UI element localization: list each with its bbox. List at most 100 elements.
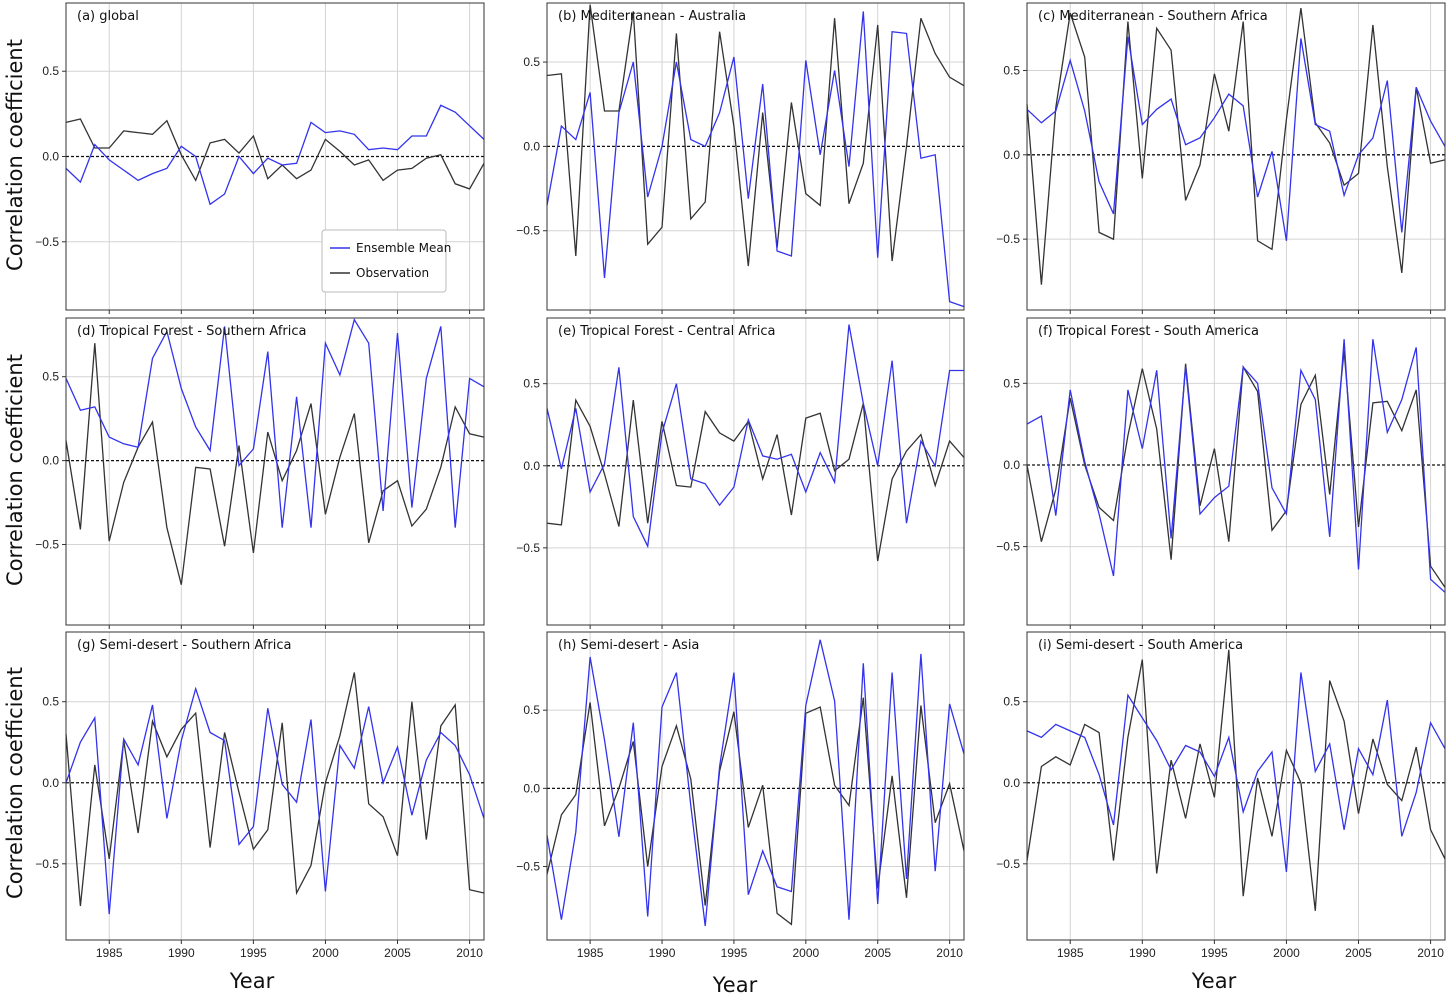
x-axis-label-col-2: Year [712, 973, 758, 997]
panel-8: 1985 1990 1995 2000 2005 2010 0.5 0.0 −0.5 (h) Se… [516, 631, 965, 960]
series-line-ensemble-mean [546, 639, 965, 926]
series-line-ensemble-mean [65, 686, 485, 915]
panel-9: 1985 1990 1995 2000 2005 2010 0.5 0.0 −0.5 (i) Se… [996, 631, 1446, 960]
y-tick-label: −0.5 [516, 860, 540, 874]
panel-title: (i) Semi-desert - South America [1038, 638, 1243, 653]
y-tick-label: −0.5 [35, 537, 59, 551]
plot-area [547, 318, 964, 625]
panel-title: (h) Semi-desert - Asia [558, 638, 699, 653]
series-line-observation [1026, 8, 1446, 285]
y-tick-label: 0.0 [523, 781, 540, 795]
y-tick-label: 0.0 [523, 139, 540, 153]
series-line-observation [546, 697, 965, 926]
y-tick-label: 0.5 [523, 55, 540, 69]
series-line-observation [546, 4, 965, 267]
x-tick-label: 1995 [240, 946, 267, 960]
y-tick-label: 0.5 [523, 377, 540, 391]
series-line-ensemble-mean [65, 104, 485, 206]
y-tick-label: 0.0 [42, 776, 59, 790]
plot-frame [546, 317, 965, 626]
y-tick-label: 0.0 [42, 150, 59, 164]
series-line-ensemble-mean [1026, 672, 1446, 872]
x-tick-label: 2000 [312, 946, 339, 960]
y-tick-label: 0.0 [1003, 776, 1020, 790]
y-tick-label: 0.5 [42, 695, 59, 709]
y-axis-label-row-1: Correlation coefficient [3, 39, 27, 271]
y-tick-label: 0.0 [1003, 148, 1020, 162]
plot-area [547, 3, 964, 310]
plot-frame [1026, 631, 1446, 941]
x-tick-label: 1990 [649, 946, 676, 960]
x-tick-label: 1995 [721, 946, 748, 960]
panel-title: (c) Mediterranean - Southern Africa [1038, 9, 1268, 24]
plot-area [547, 632, 964, 940]
y-tick-label: 0.0 [523, 459, 540, 473]
series-line-observation [546, 397, 965, 562]
panel-title: (f) Tropical Forest - South America [1038, 324, 1259, 339]
y-tick-label: −0.5 [516, 541, 540, 555]
legend-label-observation: Observation [356, 266, 429, 280]
plot-frame [65, 2, 485, 311]
y-axis-label-row-2: Correlation coefficient [3, 354, 27, 586]
y-tick-label: 0.5 [42, 64, 59, 78]
x-tick-label: 1995 [1201, 946, 1228, 960]
plot-frame [546, 631, 965, 941]
panel-title: (b) Mediterranean - Australia [558, 9, 746, 24]
y-tick-label: −0.5 [35, 235, 59, 249]
x-tick-label: 2000 [792, 946, 819, 960]
legend: Ensemble Mean Observation [321, 229, 451, 293]
panel-title: (d) Tropical Forest - Southern Africa [77, 324, 307, 339]
y-tick-label: 0.0 [1003, 458, 1020, 472]
panel-title: (e) Tropical Forest - Central Africa [558, 324, 775, 339]
series-line-ensemble-mean [1026, 36, 1446, 241]
panel-title: (a) global [77, 9, 139, 24]
plot-area [1027, 632, 1445, 940]
series-line-ensemble-mean [1026, 339, 1446, 593]
plot-area [66, 632, 484, 940]
x-tick-label: 1990 [1129, 946, 1156, 960]
panel-title: (g) Semi-desert - Southern Africa [77, 638, 292, 653]
y-tick-label: −0.5 [996, 540, 1020, 554]
y-tick-label: −0.5 [516, 224, 540, 238]
plot-frame [65, 317, 485, 626]
y-tick-label: 0.5 [1003, 376, 1020, 390]
series-line-ensemble-mean [546, 11, 965, 308]
y-tick-label: −0.5 [996, 232, 1020, 246]
plot-frame [1026, 317, 1446, 626]
series-line-observation [65, 118, 485, 190]
panel-grid: 1985 1990 1995 2000 2005 2010 0.5 0.0 −0.5 (a) gl… [35, 2, 1446, 960]
series-line-ensemble-mean [65, 318, 485, 528]
y-tick-label: 0.5 [42, 370, 59, 384]
panel-2: 0.5 0.0 −0.5 (b) Mediterranean - Australia [516, 2, 965, 314]
series-line-observation [65, 343, 485, 585]
x-tick-label: 2010 [456, 946, 483, 960]
x-tick-label: 2005 [384, 946, 411, 960]
legend-label-ensemble-mean: Ensemble Mean [356, 241, 451, 255]
x-tick-label: 2010 [936, 946, 963, 960]
panel-4: 0.5 0.0 −0.5 (d) Tropical Forest - Southern… [35, 317, 485, 629]
y-tick-label: 0.5 [1003, 63, 1020, 77]
x-tick-label: 1990 [168, 946, 195, 960]
series-line-ensemble-mean [546, 324, 964, 549]
plot-area [1027, 318, 1445, 625]
panel-5: 0.5 0.0 −0.5 (e) Tropical Forest - Central … [516, 317, 965, 629]
x-tick-label: 1985 [96, 946, 123, 960]
x-tick-label: 1985 [1057, 946, 1084, 960]
panel-3: 0.5 0.0 −0.5 (c) Mediterranean - Southern A… [996, 2, 1446, 314]
y-axis-label-row-3: Correlation coefficient [3, 667, 27, 899]
legend-box [321, 229, 447, 293]
plot-frame [1026, 2, 1446, 311]
y-tick-label: 0.5 [1003, 695, 1020, 709]
plot-frame [65, 631, 485, 941]
panel-6: 0.5 0.0 −0.5 (f) Tropical Forest - South Am… [996, 317, 1446, 629]
y-tick-label: −0.5 [996, 857, 1020, 871]
series-line-observation [65, 672, 485, 907]
x-tick-label: 2010 [1417, 946, 1444, 960]
x-tick-label: 2005 [864, 946, 891, 960]
panel-7: 1985 1990 1995 2000 2005 2010 0.5 0.0 −0.5 (g) Se… [35, 631, 485, 960]
plot-area [1027, 3, 1445, 310]
plot-area [66, 318, 484, 625]
x-tick-label: 1985 [577, 946, 604, 960]
x-tick-label: 2005 [1345, 946, 1372, 960]
